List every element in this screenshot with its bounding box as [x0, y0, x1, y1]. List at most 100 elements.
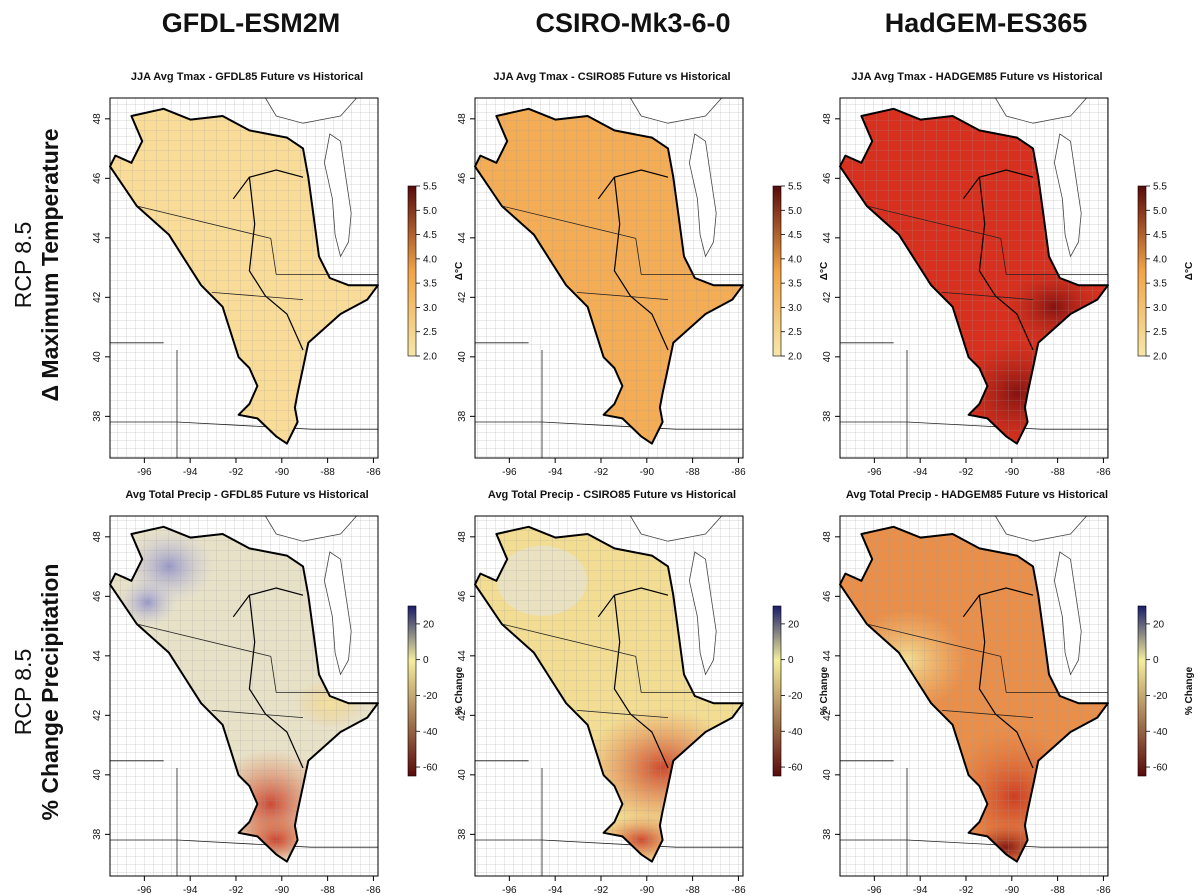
lat-tick-label: 42 — [822, 709, 833, 721]
plot-frame — [109, 97, 379, 459]
lat-tick-label: 46 — [822, 172, 833, 184]
panel-title: JJA Avg Tmax - CSIRO85 Future vs Histori… — [493, 71, 730, 83]
lon-tick-label: -96 — [867, 467, 882, 478]
sub-basin-divide — [978, 177, 1034, 351]
lat-tick-label: 48 — [92, 113, 103, 125]
sub-basin-divide — [232, 587, 304, 618]
state-border — [576, 292, 669, 300]
legend-tick-label: -20 — [1153, 691, 1168, 702]
lake-michigan — [688, 551, 717, 676]
lon-tick-label: -88 — [685, 885, 700, 895]
model-title-csiro: CSIRO-Mk3-6-0 — [535, 8, 731, 38]
lat-tick-label: 40 — [457, 769, 468, 781]
colorbar-legend: 5.5 5.0 4.5 4.0 3.5 3.0 2.5 2.0 Δ°C — [1137, 182, 1195, 363]
panel-title: JJA Avg Tmax - HADGEM85 Future vs Histor… — [851, 71, 1102, 83]
lon-tick-label: -86 — [366, 467, 381, 478]
legend-title: Δ°C — [1184, 262, 1195, 280]
lon-tick-label: -92 — [959, 885, 974, 895]
legend-title: % Change — [454, 666, 465, 715]
legend-tick-label: 5.5 — [1153, 182, 1167, 193]
legend-tick-label: 20 — [788, 619, 800, 630]
plot-frame — [839, 515, 1109, 877]
legend-tick-label: -60 — [423, 763, 438, 774]
lake-michigan — [323, 551, 352, 676]
plot-frame — [109, 515, 379, 877]
state-border — [501, 205, 636, 239]
state-border — [270, 656, 378, 693]
lat-tick-label: 44 — [457, 232, 468, 244]
legend-tick-label: 4.0 — [788, 254, 802, 265]
lat-tick-label: 46 — [822, 590, 833, 602]
lon-tick-label: -88 — [320, 467, 335, 478]
lat-tick-label: 46 — [457, 590, 468, 602]
legend-tick-label: 2.0 — [788, 352, 802, 363]
state-border — [866, 623, 1001, 657]
precip-map-panel-csiro-mk3-6-0: Avg Total Precip - CSIRO85 Future vs His… — [457, 489, 830, 895]
lat-tick-label: 42 — [457, 291, 468, 303]
legend-tick-label: 3.5 — [423, 279, 437, 290]
plot-frame — [474, 97, 744, 459]
legend-tick-label: -40 — [423, 727, 438, 738]
legend-tick-label: 5.5 — [788, 182, 802, 193]
lat-tick-label: 40 — [457, 351, 468, 363]
precip-map-panel-hadgem-es365: Avg Total Precip - HADGEM85 Future vs Hi… — [822, 489, 1195, 895]
lat-tick-label: 40 — [92, 769, 103, 781]
panel-title: JJA Avg Tmax - GFDL85 Future vs Historic… — [131, 71, 363, 83]
legend-tick-label: 2.5 — [788, 327, 802, 338]
legend-tick-label: 5.5 — [423, 182, 437, 193]
lat-tick-label: 48 — [457, 531, 468, 543]
legend-title: Δ°C — [454, 262, 465, 280]
lat-tick-label: 46 — [92, 172, 103, 184]
legend-tick-label: 2.5 — [423, 327, 437, 338]
sub-basin-divide — [597, 169, 669, 200]
legend-tick-label: 0 — [423, 655, 429, 666]
lake-michigan — [1053, 133, 1082, 258]
legend-tick-label: 3.0 — [1153, 303, 1167, 314]
legend-tick-label: 20 — [423, 619, 435, 630]
lat-tick-label: 38 — [822, 828, 833, 840]
legend-tick-label: 4.5 — [788, 230, 802, 241]
state-border — [501, 623, 636, 657]
lat-tick-label: 40 — [822, 769, 833, 781]
lon-tick-label: -86 — [731, 885, 746, 895]
legend-tick-label: 0 — [788, 655, 794, 666]
lat-tick-label: 38 — [822, 410, 833, 422]
state-border — [1000, 656, 1108, 693]
legend-tick-label: 4.5 — [1153, 230, 1167, 241]
model-title-hadgem: HadGEM-ES365 — [884, 8, 1088, 38]
lon-tick-label: -90 — [1005, 467, 1020, 478]
state-border — [136, 205, 271, 239]
sub-basin-divide — [248, 595, 304, 769]
lon-tick-label: -96 — [867, 885, 882, 895]
colorbar — [407, 605, 417, 777]
lon-tick-label: -88 — [320, 885, 335, 895]
lat-tick-label: 42 — [92, 291, 103, 303]
state-border — [866, 205, 1001, 239]
lat-tick-label: 44 — [92, 232, 103, 244]
lat-tick-label: 38 — [92, 410, 103, 422]
legend-tick-label: 20 — [1153, 619, 1165, 630]
legend-tick-label: -40 — [1153, 727, 1168, 738]
legend-tick-label: 5.0 — [788, 206, 802, 217]
colorbar-legend: 5.5 5.0 4.5 4.0 3.5 3.0 2.5 2.0 Δ°C — [407, 182, 465, 363]
lat-tick-label: 46 — [457, 172, 468, 184]
lon-tick-label: -88 — [1050, 885, 1065, 895]
colorbar — [1137, 185, 1147, 357]
legend-tick-label: -60 — [788, 763, 803, 774]
legend-tick-label: 2.5 — [1153, 327, 1167, 338]
basin-outline — [109, 107, 379, 445]
lon-tick-label: -92 — [229, 467, 244, 478]
sub-basin-divide — [232, 169, 304, 200]
basin-outline — [474, 107, 744, 445]
lon-tick-label: -86 — [1096, 467, 1111, 478]
tmax-map-panel-csiro-mk3-6-0: JJA Avg Tmax - CSIRO85 Future vs Histori… — [457, 71, 830, 478]
state-border — [906, 421, 1108, 430]
state-border — [176, 839, 378, 848]
basin-outline — [839, 525, 1109, 863]
state-border — [941, 710, 1034, 718]
lat-tick-label: 42 — [457, 709, 468, 721]
lon-tick-label: -88 — [685, 467, 700, 478]
lake-michigan — [688, 133, 717, 258]
lon-tick-label: -94 — [913, 467, 928, 478]
lon-tick-label: -86 — [366, 885, 381, 895]
